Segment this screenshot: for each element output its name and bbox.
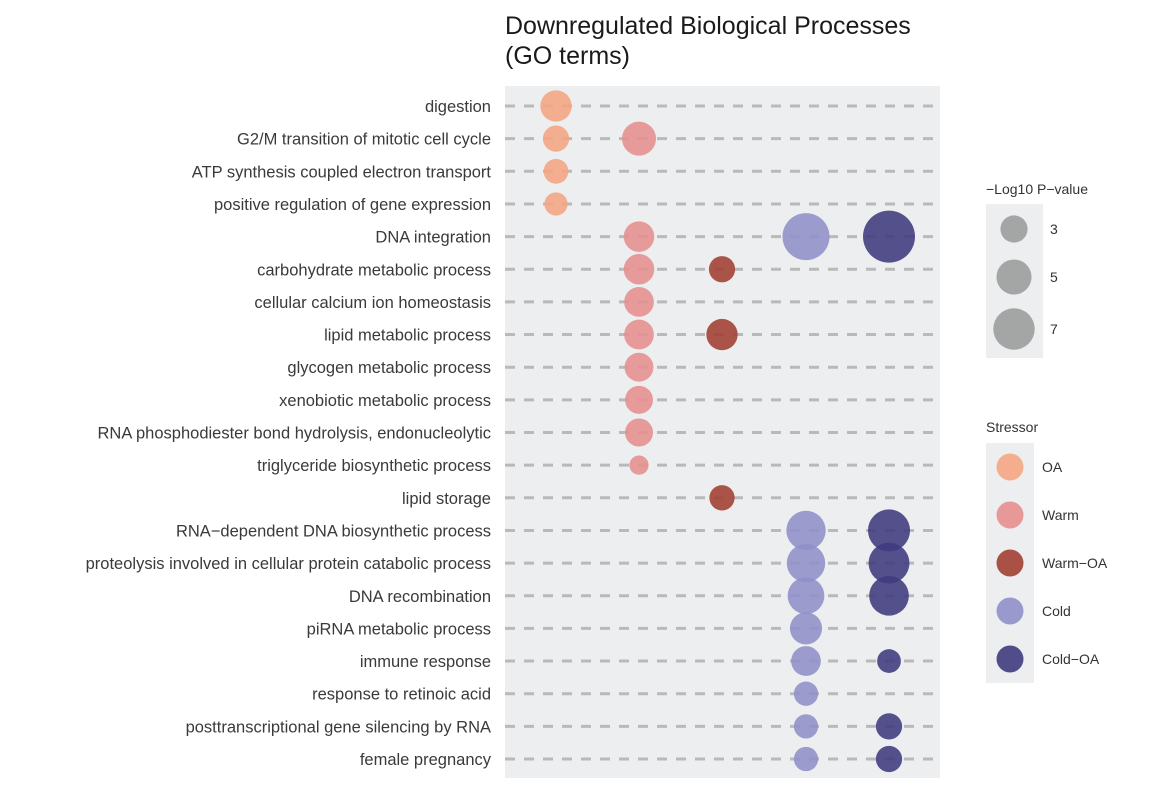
data-point xyxy=(793,714,819,739)
y-tick-label: DNA recombination xyxy=(349,588,491,606)
data-point xyxy=(863,210,915,263)
color-legend: Stressor OA Warm Warm−OA Cold Cold−OA xyxy=(986,419,1108,683)
y-tick-label: cellular calcium ion homeostasis xyxy=(254,294,491,312)
y-tick-label: digestion xyxy=(425,98,491,116)
color-legend-label: Warm xyxy=(1042,507,1079,523)
data-point xyxy=(787,577,825,615)
size-legend-key xyxy=(1000,215,1028,243)
data-point xyxy=(623,221,655,252)
data-point xyxy=(624,319,654,350)
gridlines xyxy=(505,104,940,761)
y-tick-label: positive regulation of gene expression xyxy=(214,196,491,214)
data-point xyxy=(709,485,735,511)
chart-title-line-1: Downregulated Biological Processes xyxy=(505,12,911,40)
data-point xyxy=(869,575,909,616)
data-point xyxy=(791,646,821,676)
chart-title-line-2: (GO terms) xyxy=(505,42,630,70)
size-legend-title: −Log10 P−value xyxy=(986,181,1088,197)
y-tick-label: xenobiotic metabolic process xyxy=(279,392,491,410)
data-point xyxy=(624,352,654,382)
color-legend-key xyxy=(996,453,1024,481)
data-point xyxy=(789,612,823,645)
data-point xyxy=(542,125,570,152)
y-tick-label: DNA integration xyxy=(375,229,491,247)
color-legend-key xyxy=(996,501,1024,529)
data-point xyxy=(793,746,819,772)
size-legend-items: 3 5 7 xyxy=(993,215,1058,350)
y-tick-label: piRNA metabolic process xyxy=(307,620,491,638)
y-tick-label: response to retinoic acid xyxy=(312,686,491,704)
data-point xyxy=(708,256,736,283)
y-tick-label: glycogen metabolic process xyxy=(287,359,491,377)
data-point xyxy=(543,158,569,184)
data-point xyxy=(623,253,655,285)
data-point xyxy=(540,90,572,122)
y-tick-label: posttranscriptional gene silencing by RN… xyxy=(186,718,491,736)
size-legend-key xyxy=(996,259,1032,295)
size-legend-label: 5 xyxy=(1050,269,1058,285)
color-legend-items: OA Warm Warm−OA Cold Cold−OA xyxy=(996,453,1108,673)
y-tick-label: ATP synthesis coupled electron transport xyxy=(192,163,492,181)
data-points xyxy=(540,90,915,773)
y-axis-labels: digestion G2/M transition of mitotic cell… xyxy=(86,98,492,769)
data-point xyxy=(544,192,568,216)
size-legend-label: 3 xyxy=(1050,221,1058,237)
y-tick-label: proteolysis involved in cellular protein… xyxy=(86,555,491,573)
y-tick-label: immune response xyxy=(360,653,491,671)
data-point xyxy=(875,713,903,740)
data-point xyxy=(706,318,738,351)
data-point xyxy=(877,649,901,673)
data-point xyxy=(875,745,903,773)
color-legend-key xyxy=(996,549,1024,577)
data-point xyxy=(622,121,656,156)
y-tick-label: RNA phosphodiester bond hydrolysis, endo… xyxy=(98,425,492,443)
color-legend-label: Cold−OA xyxy=(1042,651,1100,667)
data-point xyxy=(624,287,654,317)
data-point xyxy=(786,510,826,551)
y-tick-label: lipid metabolic process xyxy=(324,327,491,345)
data-point xyxy=(867,509,911,552)
y-tick-label: female pregnancy xyxy=(360,751,492,769)
color-legend-key xyxy=(996,597,1024,625)
data-point xyxy=(793,681,819,706)
color-legend-key xyxy=(996,645,1024,673)
size-legend-key xyxy=(993,308,1035,350)
data-point xyxy=(782,213,830,261)
color-legend-label: Warm−OA xyxy=(1042,555,1108,571)
data-point xyxy=(868,542,910,584)
data-point xyxy=(624,385,654,414)
color-legend-title: Stressor xyxy=(986,419,1038,435)
size-legend: −Log10 P−value 3 5 7 xyxy=(986,181,1088,358)
data-point xyxy=(629,455,649,475)
data-point xyxy=(624,418,654,447)
y-tick-label: RNA−dependent DNA biosynthetic process xyxy=(176,522,491,540)
color-legend-label: OA xyxy=(1042,459,1063,475)
color-legend-label: Cold xyxy=(1042,603,1071,619)
y-tick-label: triglyceride biosynthetic process xyxy=(257,457,491,475)
y-tick-label: G2/M transition of mitotic cell cycle xyxy=(237,131,491,149)
size-legend-label: 7 xyxy=(1050,321,1058,337)
y-tick-label: lipid storage xyxy=(402,490,491,508)
y-tick-label: carbohydrate metabolic process xyxy=(257,261,491,279)
data-point xyxy=(786,543,826,583)
